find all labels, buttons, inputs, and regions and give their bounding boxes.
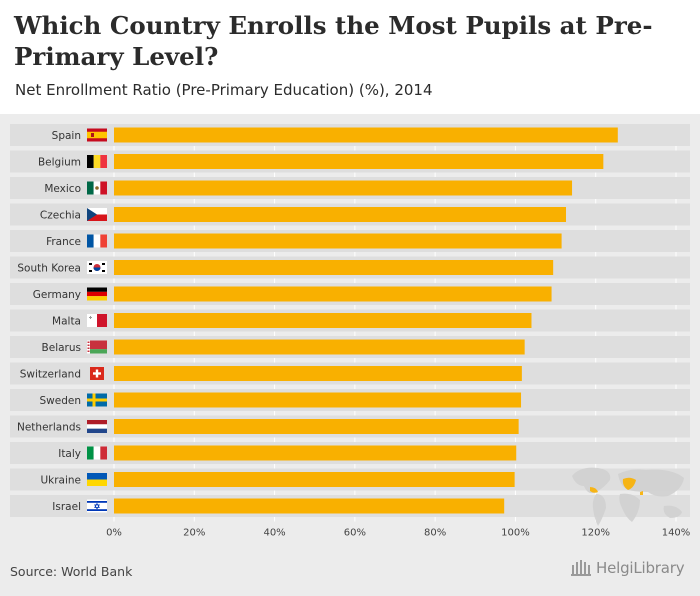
bar	[114, 445, 517, 461]
category-label: Belgium	[38, 157, 81, 169]
x-tick-label: 60%	[344, 528, 366, 539]
netherlands-flag	[87, 420, 107, 434]
category-label: Spain	[52, 130, 81, 142]
category-label: Israel	[52, 501, 81, 513]
bar	[114, 207, 567, 222]
x-tick-label: 40%	[263, 528, 285, 539]
category-label: France	[46, 236, 81, 248]
belgium-flag	[87, 155, 108, 168]
switzerland-flag	[90, 367, 104, 380]
category-label: Mexico	[44, 183, 81, 195]
israel-flag	[87, 499, 107, 513]
x-tick-label: 0%	[106, 528, 122, 539]
x-tick-label: 140%	[662, 528, 691, 539]
category-label: Netherlands	[17, 422, 81, 434]
bar	[114, 313, 532, 328]
category-label: Sweden	[40, 395, 82, 407]
category-label: Switzerland	[20, 369, 81, 381]
category-label: Malta	[52, 316, 81, 328]
bar	[114, 419, 519, 434]
x-tick-label: 80%	[424, 528, 446, 539]
x-tick-label: 100%	[501, 528, 530, 539]
sweden-flag	[87, 393, 107, 407]
category-label: Czechia	[40, 210, 81, 222]
malta-flag	[87, 314, 107, 327]
flags	[87, 128, 108, 513]
belarus-flag	[87, 340, 107, 354]
x-tick-label: 120%	[581, 528, 610, 539]
ukraine-flag	[87, 473, 107, 486]
category-label: South Korea	[17, 263, 81, 275]
bars	[114, 127, 618, 514]
category-label: Italy	[58, 448, 81, 460]
map-shape	[663, 505, 682, 518]
bar-chart: Spain Belgium Mexico Czechia France South Kor…	[10, 124, 690, 539]
bar	[114, 233, 562, 249]
bar	[114, 154, 604, 169]
chart-subtitle: Net Enrollment Ratio (Pre-Primary Educat…	[15, 81, 433, 99]
map-shape	[618, 469, 684, 497]
bar	[114, 180, 573, 196]
bar	[114, 472, 515, 487]
world-map-icon	[572, 467, 684, 526]
map-shape	[622, 477, 636, 490]
category-label: Belarus	[42, 342, 81, 354]
mexico-flag	[87, 181, 108, 195]
library-building-icon	[571, 560, 591, 576]
bar	[114, 260, 554, 275]
map-shape	[572, 467, 611, 494]
map-shape	[590, 487, 598, 493]
italy-flag	[87, 446, 108, 460]
x-tick-label: 20%	[183, 528, 205, 539]
bar	[114, 392, 522, 408]
map-shape	[592, 494, 606, 526]
bar	[114, 127, 618, 143]
spain-flag	[87, 128, 107, 142]
helgilibrary-logo: HelgiLibrary	[570, 559, 685, 577]
map-shape	[619, 493, 640, 522]
map-shape	[640, 491, 643, 495]
x-axis-ticks: 0% 20% 40% 60% 80% 100% 120% 140%	[106, 528, 690, 539]
logo-text: HelgiLibrary	[596, 559, 685, 577]
bar	[114, 366, 522, 381]
bar	[114, 286, 552, 302]
category-label: Ukraine	[40, 475, 81, 487]
category-label: Germany	[33, 289, 81, 301]
bar	[114, 498, 505, 514]
czechia-flag	[87, 208, 107, 221]
germany-flag	[87, 287, 107, 301]
category-labels: Spain Belgium Mexico Czechia France South Kor…	[17, 130, 81, 513]
bar	[114, 339, 525, 355]
south-korea-flag	[87, 261, 107, 274]
france-flag	[87, 234, 108, 248]
header: Which Country Enrolls the Most Pupils at…	[0, 0, 700, 114]
chart-title: Which Country Enrolls the Most Pupils at…	[14, 11, 653, 71]
source-note: Source: World Bank	[10, 564, 133, 579]
